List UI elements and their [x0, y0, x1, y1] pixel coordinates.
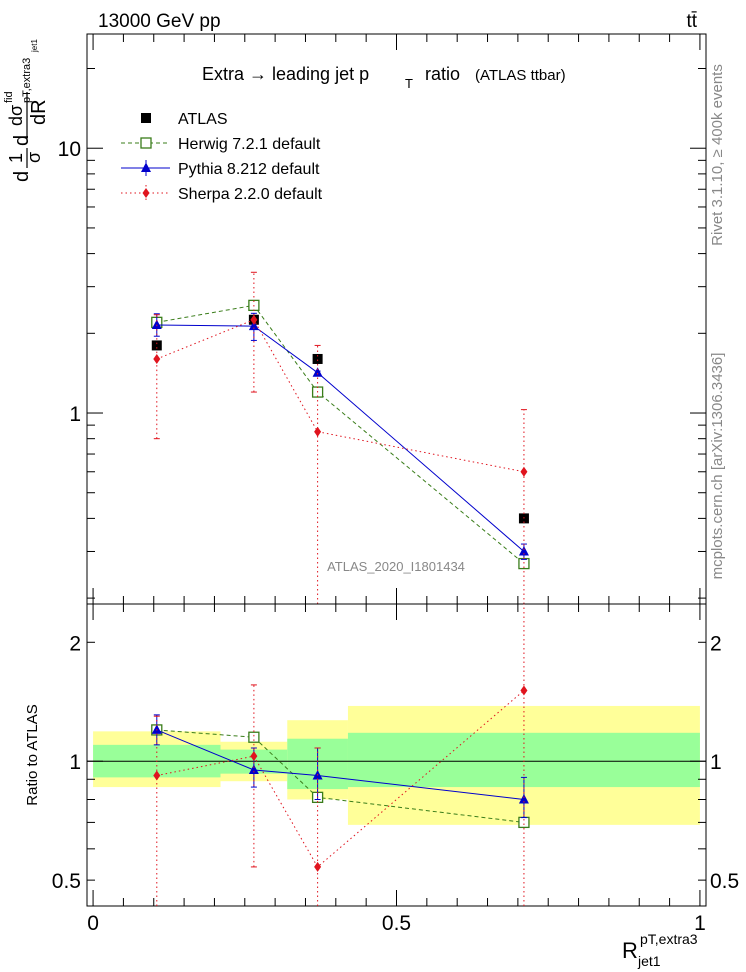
main-y-axis-label: d 1 σ d dσ fid pT,extra3 jet1 dR — [3, 39, 50, 182]
ratio-axis-ticks: 0.5 0.51 12 20 0.5 1 — [52, 604, 739, 935]
ratio-uncertainty-bands — [93, 705, 700, 825]
main-sherpa-point — [153, 353, 161, 364]
ratio-pythia-point — [248, 764, 259, 775]
ratio-x-tick-label: 0.5 — [382, 912, 411, 935]
ratio-y-tick-label-left: 1 — [69, 751, 81, 774]
ratio-sherpa-point — [250, 751, 258, 762]
main-sherpa-line — [156, 319, 525, 473]
mcplots-label: mcplots.cern.ch [arXiv:1306.3436] — [709, 353, 726, 580]
main-axis-ticks: 1 10 — [58, 34, 706, 604]
ratio-sherpa-point — [520, 685, 528, 696]
main-atlas-point — [151, 340, 162, 351]
main-pythia-point — [518, 545, 529, 556]
main-plot-panel: 1 10 Extra → leading jet p T ratio (ATLAS… — [58, 33, 707, 605]
ratio-y-tick-label-right: 1 — [710, 751, 722, 774]
xlabel-sup: pT,extra3 — [640, 931, 698, 947]
title-tail: ratio — [425, 64, 460, 84]
ratio-sherpa-line — [156, 690, 525, 868]
ratio-y-tick-label-right: 0.5 — [710, 870, 739, 893]
xlabel-R: R — [622, 938, 638, 963]
ylabel-dsigma: dσ — [6, 105, 26, 126]
ylabel-d1: d — [11, 171, 33, 182]
ratio-pythia-line — [156, 729, 524, 800]
ratio-pythia-point — [518, 793, 529, 804]
ratio-x-tick-label: 1 — [694, 912, 706, 935]
title-sub: T — [405, 76, 413, 91]
analysis-watermark: ATLAS_2020_I1801434 — [327, 559, 465, 574]
ratio-sherpa-point — [153, 770, 161, 781]
main-atlas-point — [312, 353, 323, 364]
ratio-series-layer — [151, 604, 530, 906]
ratio-plot-panel: 0.5 0.51 12 20 0.5 1 Ratio to ATLAS — [24, 603, 739, 935]
legend-herwig-label: Herwig 7.2.1 default — [178, 136, 321, 153]
legend: ATLAS Herwig 7.2.1 default Pythia 8.212 de… — [121, 111, 323, 203]
ratio-y-tick-label-right: 2 — [710, 632, 722, 655]
ylabel-one: 1 — [6, 153, 26, 163]
legend-pythia-marker — [141, 162, 151, 172]
ylabel-dR: dR — [28, 99, 50, 125]
xlabel-sub: jet1 — [637, 953, 661, 969]
main-herwig-line — [156, 304, 525, 564]
plot-title: Extra → leading jet p T ratio (ATLAS ttb… — [202, 64, 566, 91]
legend-pythia-label: Pythia 8.212 default — [178, 161, 320, 178]
ylabel-d2: d — [11, 135, 33, 146]
main-pythia-line — [156, 324, 525, 552]
process-label: tt̄ — [686, 11, 697, 32]
ratio-y-tick-label-left: 0.5 — [52, 870, 81, 893]
ylabel-fid: fid — [3, 91, 15, 103]
main-pythia-point — [151, 319, 162, 329]
legend-atlas-label: ATLAS — [178, 111, 228, 128]
ratio-herwig-point — [518, 816, 530, 829]
ratio-sherpa-point — [314, 861, 322, 872]
ratio-x-tick-label: 0 — [87, 912, 99, 935]
legend-sherpa-label: Sherpa 2.2.0 default — [178, 186, 323, 203]
ylabel-sigma: σ — [24, 152, 44, 163]
ylabel-jet1: jet1 — [30, 39, 39, 53]
ratio-herwig-line — [156, 729, 525, 823]
main-sherpa-point — [314, 426, 322, 437]
rivet-label: Rivet 3.1.10, ≥ 400k events — [709, 64, 726, 246]
legend-sherpa-marker — [142, 188, 150, 198]
title-tag: (ATLAS ttbar) — [475, 67, 566, 84]
title-main: Extra → leading jet p — [202, 64, 369, 84]
main-y-tick-label-left: 1 — [69, 403, 81, 426]
main-sherpa-point — [520, 466, 528, 477]
energy-label: 13000 GeV pp — [98, 11, 221, 32]
ratio-herwig-point — [248, 731, 260, 743]
ylabel-ptextra3: pT,extra3 — [21, 58, 33, 103]
main-pythia-point — [248, 320, 259, 331]
ratio-y-axis-label: Ratio to ATLAS — [24, 704, 41, 805]
ratio-y-tick-label-left: 2 — [69, 632, 81, 655]
x-axis-label: R pT,extra3 jet1 — [622, 931, 698, 969]
main-pythia-point — [312, 367, 323, 377]
legend-herwig-marker — [140, 137, 152, 149]
main-series-layer — [151, 271, 530, 604]
main-y-tick-label-left: 10 — [58, 138, 81, 161]
main-sherpa-point — [250, 314, 258, 325]
legend-atlas-marker — [141, 113, 151, 123]
